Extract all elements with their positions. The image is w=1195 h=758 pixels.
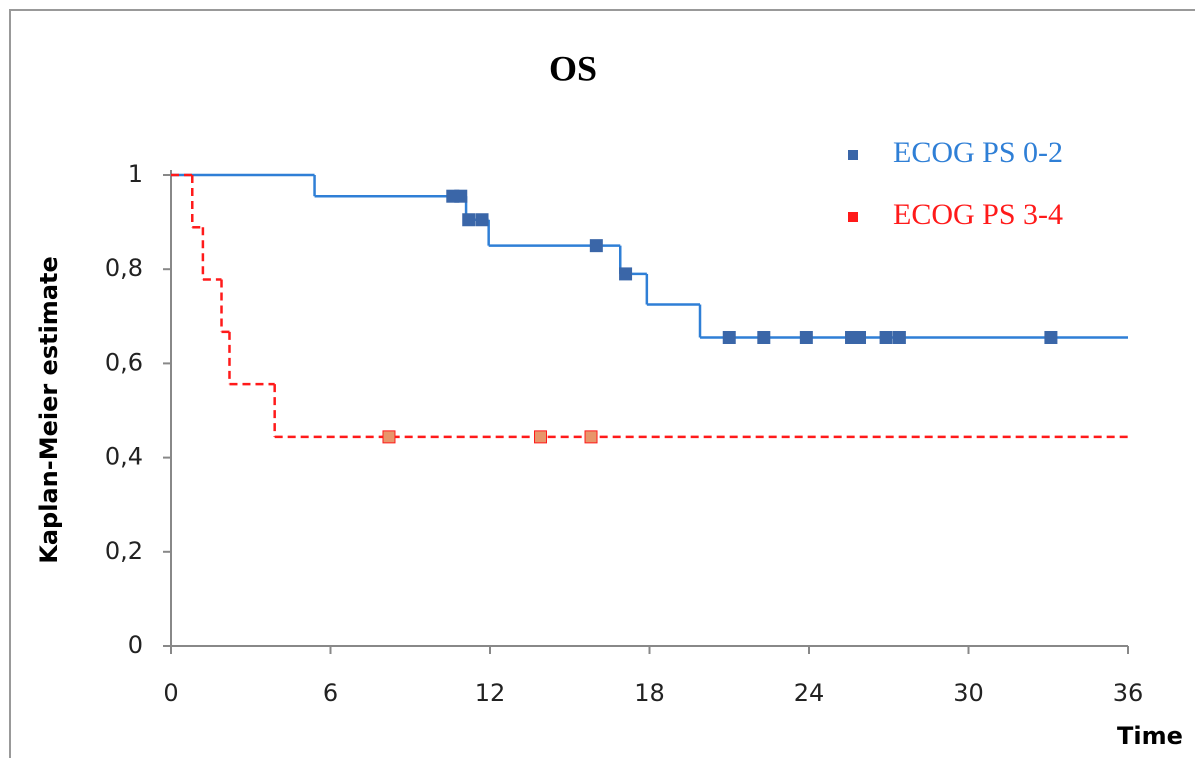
censor-mark — [534, 430, 548, 444]
censor-mark — [722, 330, 736, 344]
y-tick-label: 0,8 — [105, 254, 143, 282]
censor-mark — [1044, 330, 1058, 344]
chart-title: OS — [549, 48, 597, 88]
x-tick-label: 30 — [953, 679, 984, 707]
x-tick-label: 12 — [475, 679, 506, 707]
x-tick-label: 0 — [163, 679, 178, 707]
x-axis-label: Time — [1117, 722, 1183, 750]
x-tick-label: 36 — [1113, 679, 1144, 707]
censor-mark — [757, 330, 771, 344]
y-tick-label: 0 — [128, 631, 143, 659]
censor-mark — [475, 213, 489, 227]
y-axis-label: Kaplan-Meier estimate — [35, 256, 63, 564]
x-tick-label: 6 — [323, 679, 338, 707]
censor-mark — [619, 267, 633, 281]
x-tick-label: 24 — [794, 679, 825, 707]
legend-swatch — [848, 150, 858, 160]
censor-mark — [462, 213, 476, 227]
censor-mark — [382, 430, 396, 444]
censor-mark — [454, 189, 468, 203]
chart-frame — [9, 9, 1195, 758]
legend-label: ECOG PS 3-4 — [893, 198, 1063, 231]
x-tick-label: 18 — [634, 679, 665, 707]
y-tick-label: 0,6 — [105, 348, 143, 376]
censor-mark — [853, 330, 867, 344]
censor-mark — [799, 330, 813, 344]
y-tick-label: 0,4 — [105, 443, 143, 471]
censor-mark — [589, 239, 603, 253]
legend-label: ECOG PS 0-2 — [893, 136, 1063, 169]
y-tick-label: 0,2 — [105, 537, 143, 565]
censor-mark — [879, 330, 893, 344]
censor-mark — [584, 430, 598, 444]
censor-mark — [892, 330, 906, 344]
legend-swatch — [848, 212, 858, 222]
y-tick-label: 1 — [128, 160, 143, 188]
